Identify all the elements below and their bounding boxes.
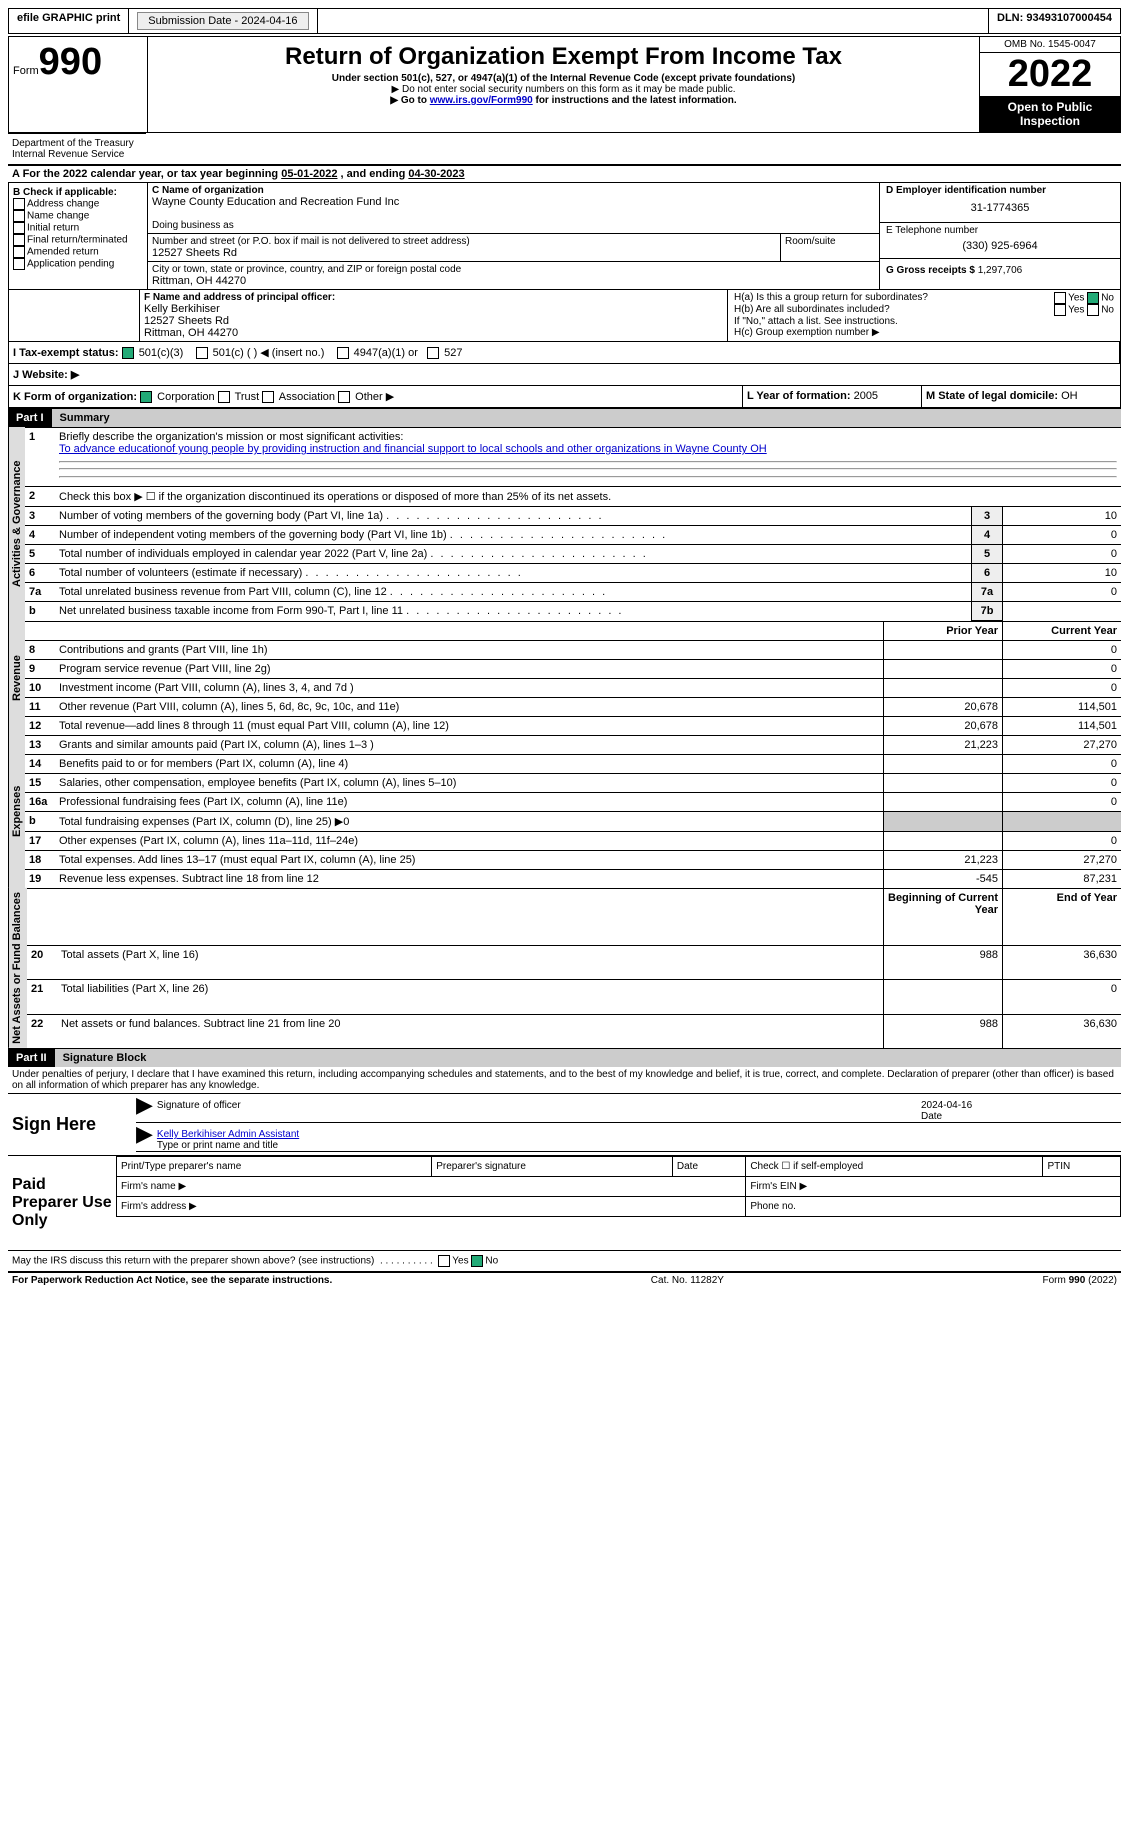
org-name: Wayne County Education and Recreation Fu… [152,196,875,208]
form-number-block: Form990 [9,37,147,132]
discuss-row: May the IRS discuss this return with the… [8,1250,1121,1271]
tax-year: 2022 [980,53,1120,96]
part2-header: Part IISignature Block [8,1048,1121,1067]
subtitle: Under section 501(c), 527, or 4947(a)(1)… [152,73,975,84]
box-c: C Name of organization Wayne County Educ… [148,183,879,289]
revenue-section: Revenue Prior YearCurrent Year 8Contribu… [8,621,1121,735]
perjury-declaration: Under penalties of perjury, I declare th… [8,1067,1121,1093]
netassets-label: Net Assets or Fund Balances [8,888,27,1048]
part1-header: Part ISummary [8,408,1121,427]
open-inspection: Open to Public Inspection [980,96,1120,132]
year-block: OMB No. 1545-0047 2022 Open to Public In… [980,37,1120,132]
page-footer: For Paperwork Reduction Act Notice, see … [8,1271,1121,1288]
status-row: I Tax-exempt status: 501(c)(3) 501(c) ( … [8,342,1121,364]
section-a-tax-year: A For the 2022 calendar year, or tax yea… [8,164,1121,182]
netassets-section: Net Assets or Fund Balances Beginning of… [8,888,1121,1048]
box-h: H(a) Is this a group return for subordin… [728,290,1120,341]
phone-value: (330) 925-6964 [886,236,1114,256]
k-l-m-row: K Form of organization: Corporation Trus… [8,386,1121,408]
paid-preparer-block: Paid Preparer Use Only Print/Type prepar… [8,1155,1121,1250]
entity-block: B Check if applicable: Address changeNam… [8,182,1121,290]
activities-label: Activities & Governance [8,427,25,621]
header: Form990 Return of Organization Exempt Fr… [8,36,1121,133]
submission-date-button[interactable]: Submission Date - 2024-04-16 [137,12,308,30]
dln-label: DLN: 93493107000454 [989,9,1120,33]
note-link: ▶ Go to www.irs.gov/Form990 for instruct… [152,95,975,106]
box-b: B Check if applicable: Address changeNam… [9,183,148,289]
note-ssn: ▶ Do not enter social security numbers o… [152,84,975,95]
expenses-section: Expenses 13Grants and similar amounts pa… [8,735,1121,888]
dept-treasury: Department of the TreasuryInternal Reven… [8,133,146,164]
city-state-zip: Rittman, OH 44270 [152,275,875,287]
street-address: 12527 Sheets Rd [152,247,776,259]
top-bar: efile GRAPHIC print Submission Date - 20… [8,8,1121,34]
ein-value: 31-1774365 [886,196,1114,220]
officer-h-block: F Name and address of principal officer:… [8,290,1121,342]
revenue-label: Revenue [8,621,25,735]
efile-label: efile GRAPHIC print [9,9,129,33]
title-block: Return of Organization Exempt From Incom… [147,37,980,132]
gross-receipts: 1,297,706 [978,265,1023,276]
form-title: Return of Organization Exempt From Incom… [152,43,975,71]
activities-section: Activities & Governance 1Briefly describ… [8,427,1121,621]
expenses-label: Expenses [8,735,25,888]
website-row: J Website: ▶ [8,364,1121,386]
omb-number: OMB No. 1545-0047 [980,37,1120,53]
dept-row: Department of the TreasuryInternal Reven… [8,133,1121,164]
irs-link[interactable]: www.irs.gov/Form990 [430,95,533,106]
mission-text: To advance educationof young people by p… [59,443,767,455]
sign-here-block: Sign Here ▶Signature of officer2024-04-1… [8,1093,1121,1155]
box-deg: D Employer identification number 31-1774… [879,183,1120,289]
officer-name: Kelly Berkihiser [144,303,723,315]
